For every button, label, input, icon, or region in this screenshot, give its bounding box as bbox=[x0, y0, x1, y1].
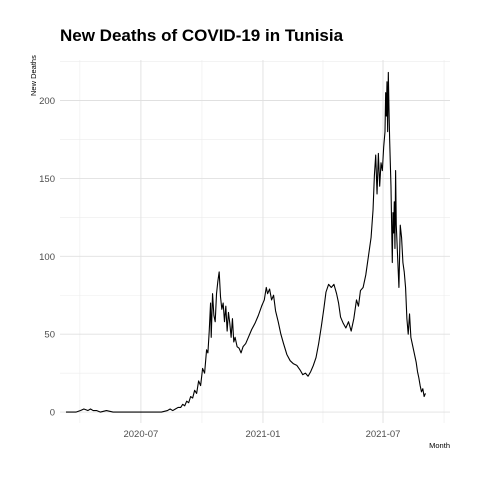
x-tick-label: 2020-07 bbox=[123, 429, 158, 440]
x-tick-label: 2021-01 bbox=[246, 429, 281, 440]
y-tick-label: 200 bbox=[39, 96, 55, 107]
y-tick-label: 0 bbox=[50, 408, 55, 419]
tick-labels: 0 50 100 150 200 2020-07 2021-01 2021-07 bbox=[39, 96, 400, 440]
series-layer bbox=[65, 71, 426, 413]
y-tick-label: 50 bbox=[44, 330, 55, 341]
x-axis-title: Month bbox=[429, 441, 450, 450]
x-tick-label: 2021-07 bbox=[366, 429, 401, 440]
y-tick-label: 150 bbox=[39, 174, 55, 185]
y-tick-label: 100 bbox=[39, 252, 55, 263]
y-axis-title: New Deaths bbox=[29, 55, 38, 96]
grid-lines bbox=[60, 60, 450, 423]
series-line bbox=[65, 71, 426, 413]
chart-title: New Deaths of COVID-19 in Tunisia bbox=[60, 26, 344, 45]
